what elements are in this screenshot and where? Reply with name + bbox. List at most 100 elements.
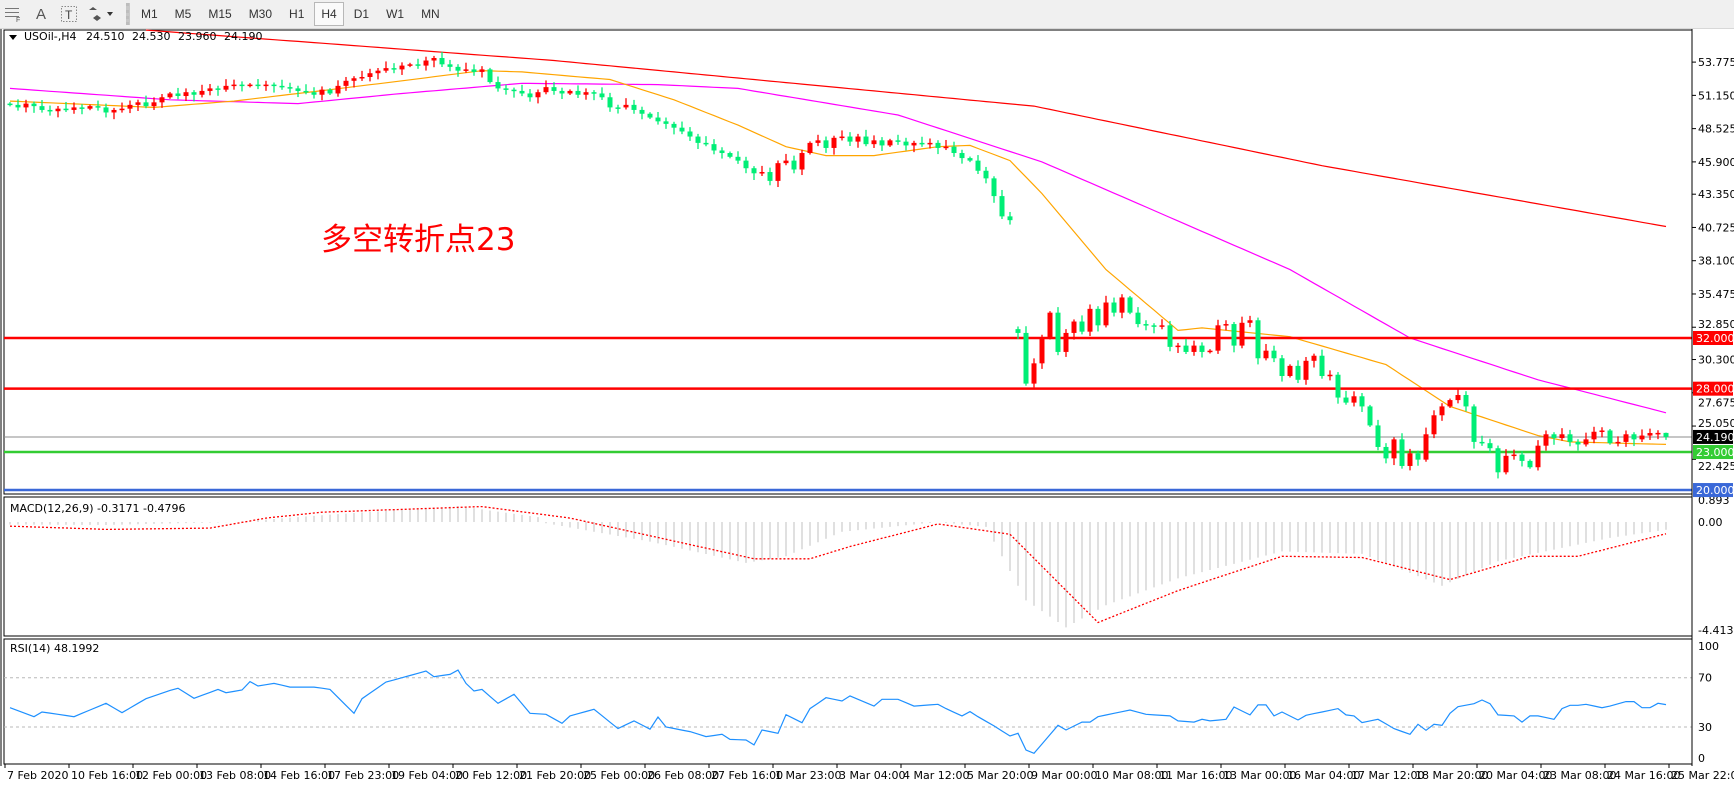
candle	[1519, 451, 1525, 467]
candle-body	[743, 160, 749, 169]
candle	[1103, 295, 1109, 328]
grid-icon[interactable]: F	[0, 2, 26, 26]
candle	[367, 68, 373, 82]
price-label: 38.100	[1698, 255, 1734, 268]
timeframe-m5[interactable]: M5	[174, 7, 192, 21]
candle	[431, 55, 437, 68]
text-label-icon[interactable]: T	[56, 2, 82, 26]
candle-body	[1255, 320, 1261, 359]
candle	[231, 79, 237, 90]
timeframe-mn[interactable]: MN	[421, 7, 440, 21]
candle	[1535, 440, 1541, 471]
candle-body	[951, 146, 957, 154]
candle	[1463, 391, 1469, 412]
candle-body	[1215, 325, 1221, 351]
timeframe-m30[interactable]: M30	[248, 7, 273, 21]
candle	[671, 121, 677, 135]
candle-body	[695, 136, 701, 143]
candle	[535, 89, 541, 104]
timeframe-d1[interactable]: D1	[353, 7, 370, 21]
price-label: 25.050	[1698, 417, 1734, 430]
candle-body	[1119, 297, 1125, 313]
ohlc-close: 24.190	[224, 30, 263, 43]
candle	[1191, 340, 1197, 356]
level-tag-20.000-bg	[1693, 483, 1733, 498]
candle	[1335, 372, 1341, 404]
candle	[103, 103, 109, 118]
candle-body	[903, 141, 909, 146]
candle-body	[1591, 431, 1597, 440]
time-label: 14 Feb 16:00	[263, 769, 335, 782]
candle-body	[1583, 439, 1589, 445]
candle	[1647, 428, 1653, 440]
ohlc-high: 24.530	[132, 30, 171, 43]
level-tag-23.000-bg	[1693, 445, 1733, 460]
timeframe-w1[interactable]: W1	[386, 7, 405, 21]
candle	[967, 156, 973, 163]
timeframe-h4[interactable]: H4	[314, 2, 344, 26]
candle	[271, 82, 277, 93]
candle	[1303, 356, 1309, 385]
candle	[991, 176, 997, 203]
candle-body	[1063, 332, 1069, 352]
time-label: 10 Feb 16:00	[71, 769, 143, 782]
timeframe-h1[interactable]: H1	[289, 7, 305, 21]
candle-body	[63, 108, 69, 111]
timeframe-m15[interactable]: M15	[208, 7, 232, 21]
candle	[1487, 438, 1493, 453]
candle-body	[895, 140, 901, 142]
candle-body	[415, 64, 421, 66]
candle	[359, 70, 365, 81]
arrows-icon[interactable]	[84, 2, 118, 26]
candle	[1399, 433, 1405, 469]
candle	[527, 89, 533, 102]
candle	[1135, 307, 1141, 328]
candle	[1455, 389, 1461, 404]
candle	[351, 76, 357, 88]
candle-body	[791, 160, 797, 170]
candle	[807, 141, 813, 155]
candle-body	[7, 103, 13, 106]
candle	[55, 106, 61, 118]
candle	[343, 76, 349, 91]
candle-body	[1103, 302, 1109, 326]
candle-body	[95, 106, 101, 108]
symbol-label: USOil-,H4	[24, 30, 77, 43]
candle-body	[1551, 434, 1557, 439]
candle-body	[191, 92, 197, 95]
timeframe-m1[interactable]: M1	[141, 7, 158, 21]
candle	[1575, 439, 1581, 451]
candle	[831, 135, 837, 155]
collapse-triangle-icon[interactable]	[9, 35, 17, 40]
text-a-icon[interactable]: A	[35, 5, 46, 23]
candle-body	[1279, 358, 1285, 377]
candle-body	[1575, 441, 1581, 445]
candle-body	[855, 136, 861, 142]
price-label: 35.475	[1698, 288, 1734, 301]
candle	[895, 134, 901, 145]
candle-body	[1423, 434, 1429, 460]
candle	[135, 99, 141, 111]
candle-body	[199, 90, 205, 95]
candle	[599, 87, 605, 100]
candle-body	[1087, 308, 1093, 332]
candle	[1631, 432, 1637, 447]
candle	[1479, 435, 1485, 446]
candle	[735, 151, 741, 164]
candle-body	[935, 142, 941, 148]
candle	[1183, 338, 1189, 355]
candle-body	[47, 109, 53, 112]
candle	[71, 102, 77, 114]
candle-body	[735, 156, 741, 161]
time-label: 27 Feb 16:00	[711, 769, 783, 782]
rsi-axis-label: 0	[1698, 752, 1705, 765]
candle	[1375, 419, 1381, 451]
candle-body	[231, 84, 237, 87]
candle-body	[1111, 302, 1117, 313]
candle	[911, 140, 917, 153]
candle	[1367, 404, 1373, 427]
candle	[1063, 329, 1069, 357]
candle-body	[1079, 321, 1085, 332]
time-label: 18 Mar 20:00	[1415, 769, 1488, 782]
